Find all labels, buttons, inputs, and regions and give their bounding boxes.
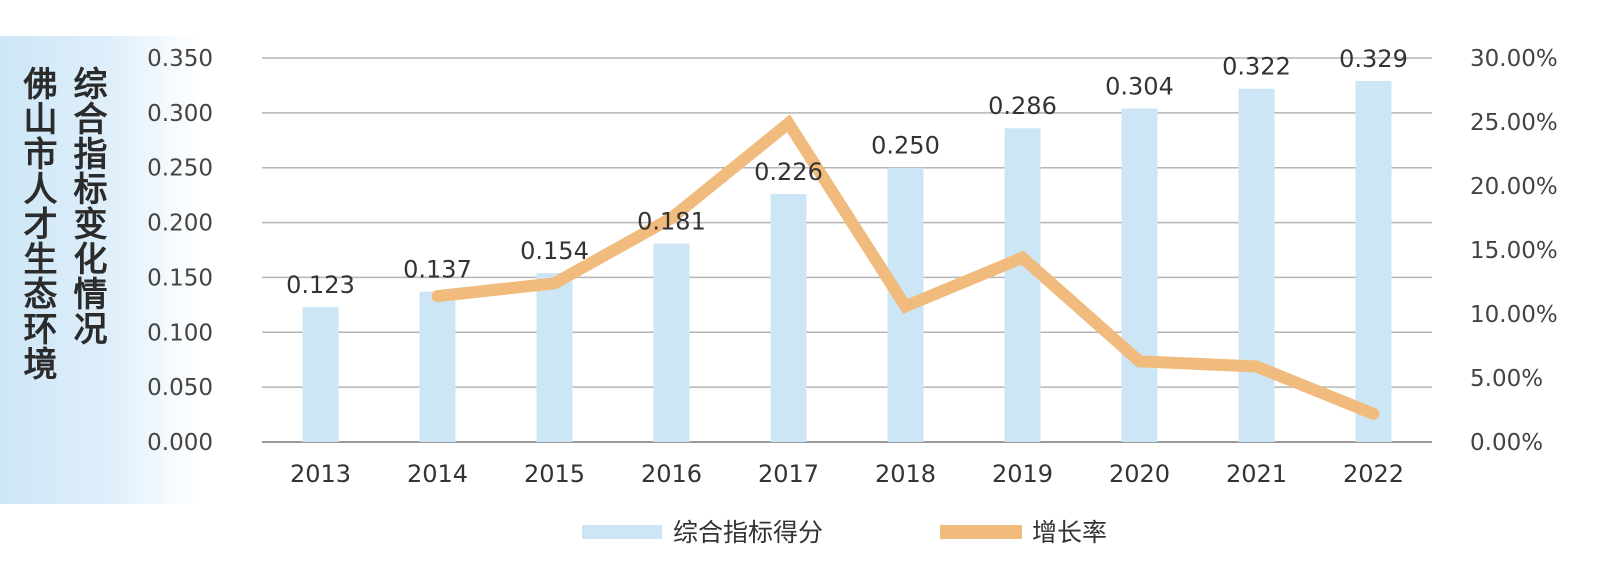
bar-series — [302, 81, 1392, 443]
bar-value-label: 0.329 — [1339, 45, 1408, 73]
legend-swatch-growth — [940, 525, 1022, 539]
bar — [653, 243, 690, 442]
x-tick-label: 2021 — [1226, 460, 1287, 488]
axes: 0.000 0.050 0.100 0.150 0.200 0.250 0.300 0.350… — [147, 46, 1558, 488]
bar-value-label: 0.226 — [754, 158, 823, 186]
y-left-tick-label: 0.150 — [147, 265, 213, 291]
y-left-tick-label: 0.000 — [147, 430, 213, 456]
y-left-tick-label: 0.300 — [147, 101, 213, 127]
x-tick-label: 2017 — [758, 460, 819, 488]
x-tick-label: 2016 — [641, 460, 702, 488]
y-left-tick-label: 0.050 — [147, 375, 213, 401]
legend-swatch-score — [582, 525, 662, 539]
y-right-tick-label: 15.00% — [1470, 238, 1558, 264]
bar — [770, 194, 807, 442]
y-left-tick-label: 0.100 — [147, 320, 213, 346]
x-tick-label: 2019 — [992, 460, 1053, 488]
y-right-tick-label: 5.00% — [1470, 366, 1543, 392]
bar — [302, 307, 339, 442]
y-right-tick-label: 0.00% — [1470, 430, 1543, 456]
legend: 综合指标得分 增长率 — [582, 518, 1107, 547]
bar-value-label: 0.137 — [403, 256, 472, 284]
x-tick-label: 2022 — [1343, 460, 1404, 488]
y-right-tick-label: 20.00% — [1470, 174, 1558, 200]
y-right-tick-label: 25.00% — [1470, 110, 1558, 136]
bar — [1355, 81, 1392, 442]
x-tick-label: 2013 — [290, 460, 351, 488]
y-left-tick-label: 0.250 — [147, 156, 213, 182]
legend-label-score: 综合指标得分 — [673, 518, 823, 547]
bar-value-label: 0.181 — [637, 207, 706, 235]
growth-rate-line — [431, 114, 1380, 420]
bar-value-label: 0.304 — [1105, 72, 1174, 100]
y-right-tick-label: 30.00% — [1470, 46, 1558, 72]
bar-value-label: 0.286 — [988, 92, 1057, 120]
x-tick-label: 2015 — [524, 460, 585, 488]
bar-value-label: 0.123 — [286, 271, 355, 299]
chart-title: 佛山市人才生态环境 — [17, 66, 57, 381]
bar — [536, 273, 573, 442]
title-panel — [0, 36, 200, 504]
y-right-tick-label: 10.00% — [1470, 302, 1558, 328]
bar — [1238, 88, 1275, 442]
growth-rate-series — [431, 114, 1380, 420]
y-left-tick-label: 0.200 — [147, 211, 213, 237]
chart-subtitle: 综合指标变化情况 — [67, 66, 107, 346]
bar — [1004, 128, 1041, 442]
bar — [1121, 108, 1158, 443]
bar-value-label: 0.154 — [520, 237, 589, 265]
bar — [419, 291, 456, 442]
x-tick-label: 2014 — [407, 460, 468, 488]
bar-value-label: 0.250 — [871, 132, 940, 160]
legend-label-growth: 增长率 — [1032, 518, 1107, 547]
bar-value-label: 0.322 — [1222, 53, 1291, 81]
y-left-tick-label: 0.350 — [147, 46, 213, 72]
data-labels: 0.123 0.137 0.154 0.181 0.226 0.250 0.286 0.304… — [286, 45, 1408, 299]
x-tick-label: 2018 — [875, 460, 936, 488]
x-tick-label: 2020 — [1109, 460, 1170, 488]
